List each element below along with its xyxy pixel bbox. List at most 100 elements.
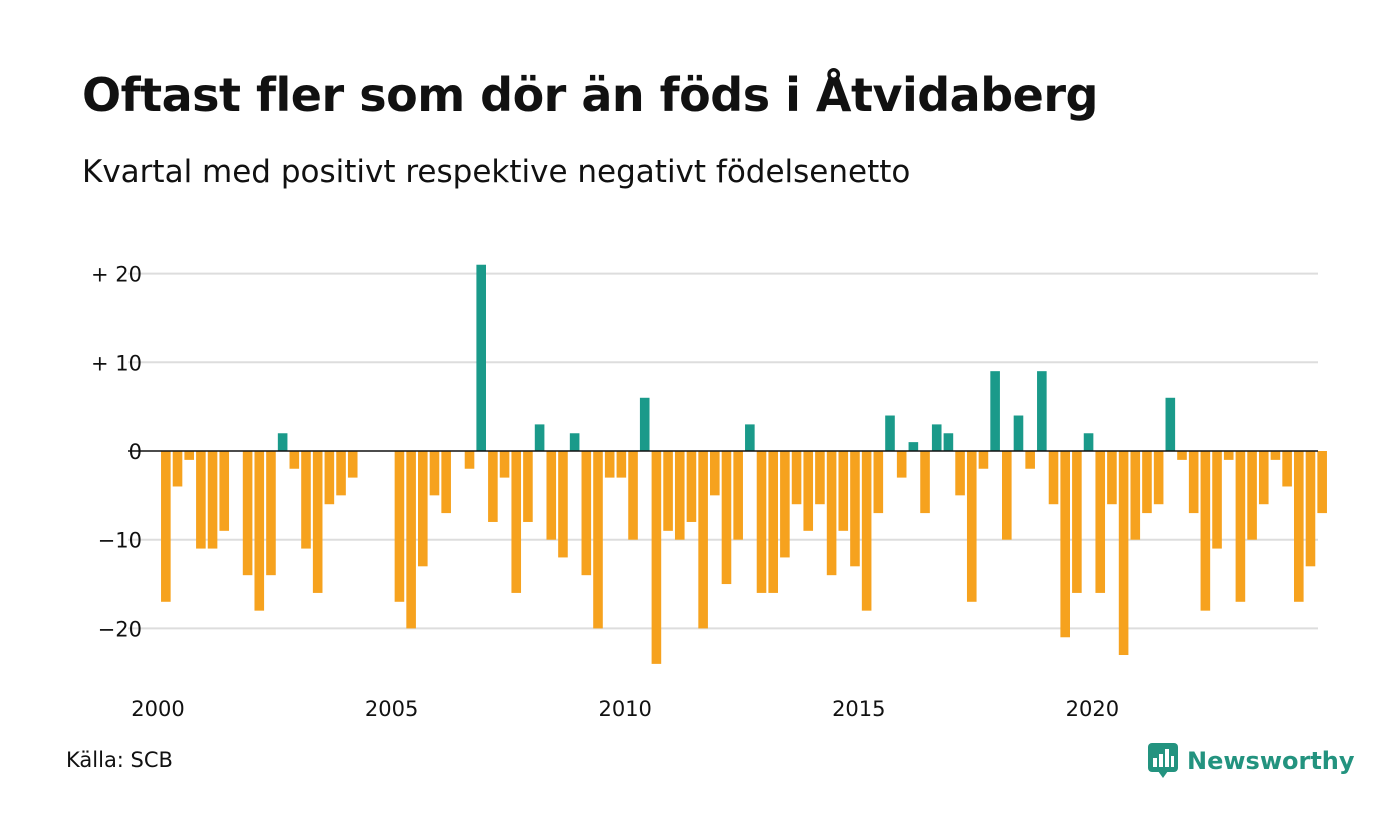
bar — [172, 451, 183, 487]
bar — [768, 451, 778, 593]
bar — [639, 397, 650, 451]
bar — [1258, 451, 1269, 505]
bar — [499, 451, 510, 478]
bar — [161, 451, 171, 602]
bar — [920, 451, 930, 514]
x-tick-label: 2010 — [598, 697, 651, 721]
bar — [312, 451, 323, 593]
bar — [347, 451, 358, 478]
y-axis-ticks: + 20 + 10 0 −10 −20 — [91, 263, 142, 642]
bar — [569, 433, 580, 451]
bar — [1107, 451, 1117, 505]
bar — [593, 451, 603, 629]
bar — [1177, 451, 1187, 460]
x-tick-label: 2000 — [131, 697, 184, 721]
bar — [721, 451, 732, 585]
source-note: Källa: SCB — [66, 748, 173, 772]
brand-name: Newsworthy — [1187, 747, 1355, 775]
bar — [861, 451, 872, 611]
bar — [990, 371, 1000, 451]
bar — [406, 451, 416, 629]
bar — [242, 451, 253, 576]
bar — [978, 451, 989, 469]
y-tick-label: −20 — [98, 617, 142, 641]
bar — [1305, 451, 1316, 567]
bar — [850, 451, 860, 567]
bar — [943, 433, 954, 451]
y-tick-label: 0 — [129, 440, 142, 464]
bar — [301, 451, 311, 549]
bar — [546, 451, 557, 540]
bar — [815, 451, 825, 505]
bar — [394, 451, 405, 602]
bar — [1270, 451, 1281, 460]
bar — [838, 451, 849, 531]
bar — [710, 451, 720, 496]
bar — [219, 451, 230, 531]
bar — [534, 424, 545, 451]
x-axis-ticks: 2000 2005 2010 2015 2020 — [131, 697, 1119, 721]
bar — [1095, 451, 1106, 593]
bar — [663, 451, 673, 531]
bar — [266, 451, 276, 576]
x-tick-label: 2005 — [365, 697, 418, 721]
bar — [488, 451, 498, 522]
bar-chart-speech-bubble-icon — [1148, 743, 1178, 778]
bar — [1188, 451, 1199, 514]
bar — [441, 451, 451, 514]
bar — [1130, 451, 1141, 540]
bar — [289, 451, 300, 469]
bar — [1083, 433, 1094, 451]
bar — [1118, 451, 1129, 656]
chart-subtitle: Kvartal med positivt respektive negativt… — [82, 154, 911, 190]
bar — [254, 451, 265, 611]
chart-title: Oftast fler som dör än föds i Åtvidaberg — [82, 68, 1098, 122]
bar — [651, 451, 662, 664]
bar — [464, 451, 475, 469]
bar — [931, 424, 942, 451]
bar — [476, 264, 486, 451]
bar — [1165, 397, 1176, 451]
bar — [1247, 451, 1257, 540]
bar — [324, 451, 335, 505]
bar — [207, 451, 218, 549]
bar — [196, 451, 206, 549]
bar — [418, 451, 428, 567]
bar — [1002, 451, 1012, 540]
bar — [698, 451, 708, 629]
bar — [873, 451, 884, 514]
bar — [523, 451, 533, 522]
bar — [1048, 451, 1059, 505]
y-tick-label: + 20 — [91, 263, 142, 287]
bar — [184, 451, 194, 460]
x-tick-label: 2020 — [1066, 697, 1119, 721]
newsworthy-brand: Newsworthy — [1148, 741, 1355, 781]
bar — [277, 433, 288, 451]
bar — [791, 451, 802, 505]
bar — [604, 451, 615, 478]
bar — [1235, 451, 1246, 602]
bar — [733, 451, 743, 540]
bar — [581, 451, 592, 576]
x-tick-label: 2015 — [832, 697, 885, 721]
bar — [803, 451, 814, 531]
bar — [1212, 451, 1222, 549]
bar — [908, 442, 919, 451]
bar — [1294, 451, 1304, 602]
bar — [1282, 451, 1292, 487]
bar — [885, 415, 895, 451]
bar — [756, 451, 767, 593]
bar — [780, 451, 790, 558]
bar-chart: + 20 + 10 0 −10 −20 2000 2005 2010 2015 2020 — [91, 263, 1327, 721]
bar — [1013, 415, 1024, 451]
bar — [1317, 451, 1327, 514]
bar — [1142, 451, 1152, 514]
bar — [1153, 451, 1164, 505]
bar — [1072, 451, 1082, 593]
bar — [966, 451, 977, 602]
y-tick-label: −10 — [98, 529, 142, 553]
y-tick-label: + 10 — [91, 351, 142, 375]
bar — [955, 451, 965, 496]
bar — [336, 451, 346, 496]
bar — [429, 451, 440, 496]
